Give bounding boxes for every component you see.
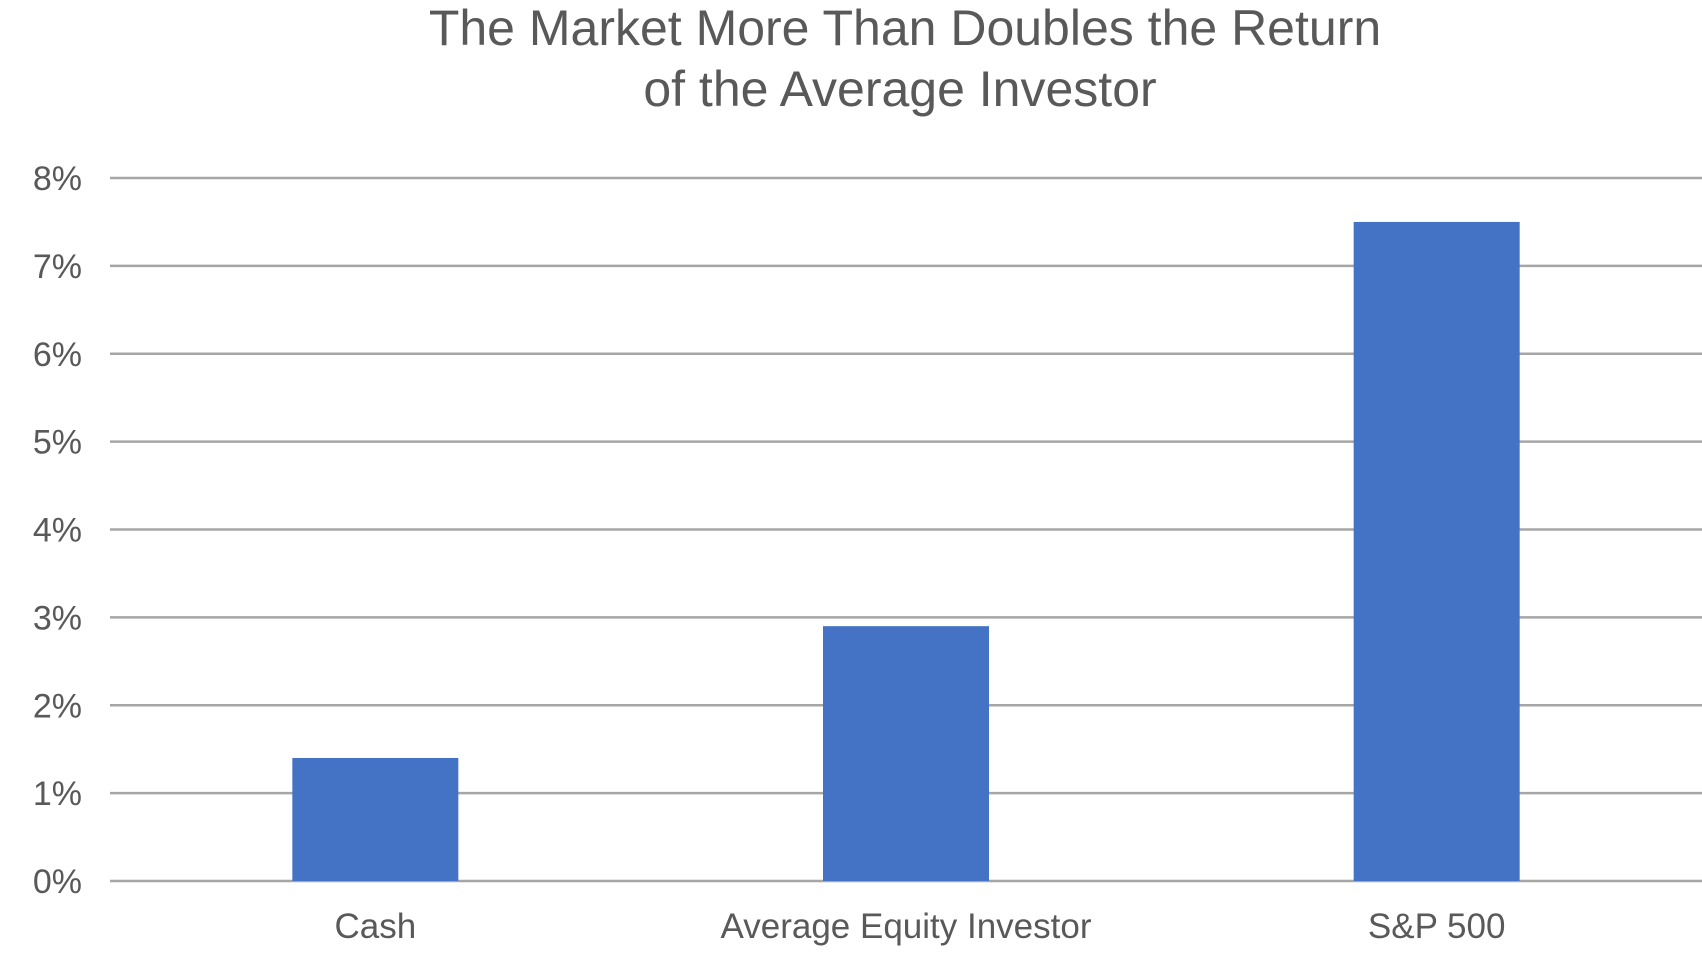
bar-s-p-500 — [1353, 221, 1520, 881]
y-tick-label: 8% — [33, 160, 82, 198]
x-category-label: Cash — [334, 907, 416, 946]
y-tick-label: 2% — [33, 687, 82, 725]
y-tick-label: 7% — [33, 248, 82, 286]
y-tick-label: 5% — [33, 424, 82, 462]
chart-title: The Market More Than Doubles the Return … — [429, 0, 1381, 117]
y-tick-label: 0% — [33, 863, 82, 901]
bar-cash — [292, 757, 459, 881]
y-axis-tick-labels: 0% 1% 2% 3% 4% 5% 6% 7% 8% — [33, 160, 82, 901]
chart-title-line-2: of the Average Investor — [643, 61, 1156, 117]
y-tick-label: 6% — [33, 336, 82, 374]
x-category-label: Average Equity Investor — [721, 907, 1092, 946]
y-tick-label: 4% — [33, 512, 82, 550]
bar-average-equity-investor — [823, 626, 989, 881]
bars — [292, 221, 1520, 881]
y-tick-label: 1% — [33, 775, 82, 813]
x-category-label: S&P 500 — [1368, 907, 1506, 946]
chart-title-line-1: The Market More Than Doubles the Return — [429, 0, 1381, 56]
x-axis-category-labels: Cash Average Equity Investor S&P 500 — [334, 907, 1505, 946]
y-tick-label: 3% — [33, 599, 82, 637]
